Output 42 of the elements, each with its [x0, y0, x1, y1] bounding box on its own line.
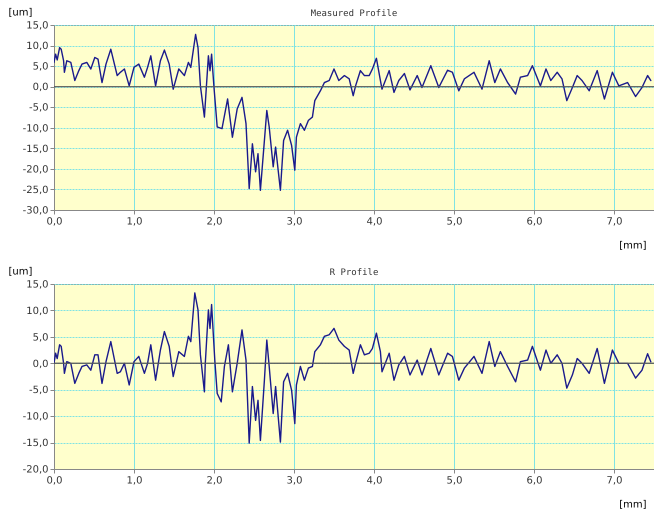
- x-tick-label: 1,0: [126, 216, 142, 228]
- y-tick-label: 5,0: [32, 332, 48, 344]
- y-tick-label: -5,0: [28, 102, 48, 114]
- y-tick-label: 0,0: [32, 358, 48, 370]
- x-tick-label: 4,0: [366, 216, 382, 228]
- y-tick-label: 10,0: [26, 306, 48, 317]
- x-tick-label: 6,0: [526, 216, 542, 228]
- x-tick-label: 0,0: [46, 216, 62, 228]
- y-tick-label: -10,0: [22, 123, 48, 134]
- line-series: [54, 292, 652, 444]
- x-axis-title: [mm]: [619, 240, 647, 252]
- y-tick-label: 5,0: [32, 62, 48, 73]
- x-tick-label: 4,0: [366, 476, 382, 486]
- y-axis-title: [um]: [8, 8, 32, 18]
- y-axis-title: [um]: [8, 266, 32, 278]
- x-tick-label: 3,0: [286, 476, 302, 486]
- x-tick-label: 0,0: [46, 476, 62, 486]
- y-tick-label: -15,0: [22, 438, 48, 450]
- y-tick-label: -20,0: [22, 164, 48, 176]
- y-tick-label: -25,0: [22, 184, 48, 196]
- y-tick-label: 10,0: [26, 41, 48, 52]
- y-tick-label: -15,0: [22, 144, 48, 155]
- y-tick-label: 15,0: [26, 280, 48, 290]
- y-tick-label: 0,0: [32, 82, 48, 94]
- x-tick-label: 2,0: [206, 476, 222, 486]
- y-tick-label: -10,0: [22, 412, 48, 423]
- x-tick-label: 2,0: [206, 216, 222, 228]
- y-tick-label: -30,0: [22, 206, 48, 216]
- x-tick-label: 5,0: [446, 216, 462, 228]
- chart-title: Measured Profile: [310, 9, 398, 19]
- x-tick-label: 7,0: [606, 476, 622, 486]
- x-tick-label: 7,0: [606, 216, 622, 228]
- x-tick-label: 3,0: [286, 216, 302, 228]
- x-tick-label: 1,0: [126, 476, 142, 486]
- y-tick-label: 15,0: [26, 20, 48, 32]
- y-tick-label: -20,0: [22, 464, 48, 476]
- chart-title: R Profile: [330, 268, 378, 278]
- y-tick-label: -5,0: [28, 385, 48, 396]
- x-tick-label: 5,0: [446, 476, 462, 486]
- x-axis-title: [mm]: [619, 500, 647, 510]
- line-series: [54, 34, 652, 191]
- x-tick-label: 6,0: [526, 476, 542, 486]
